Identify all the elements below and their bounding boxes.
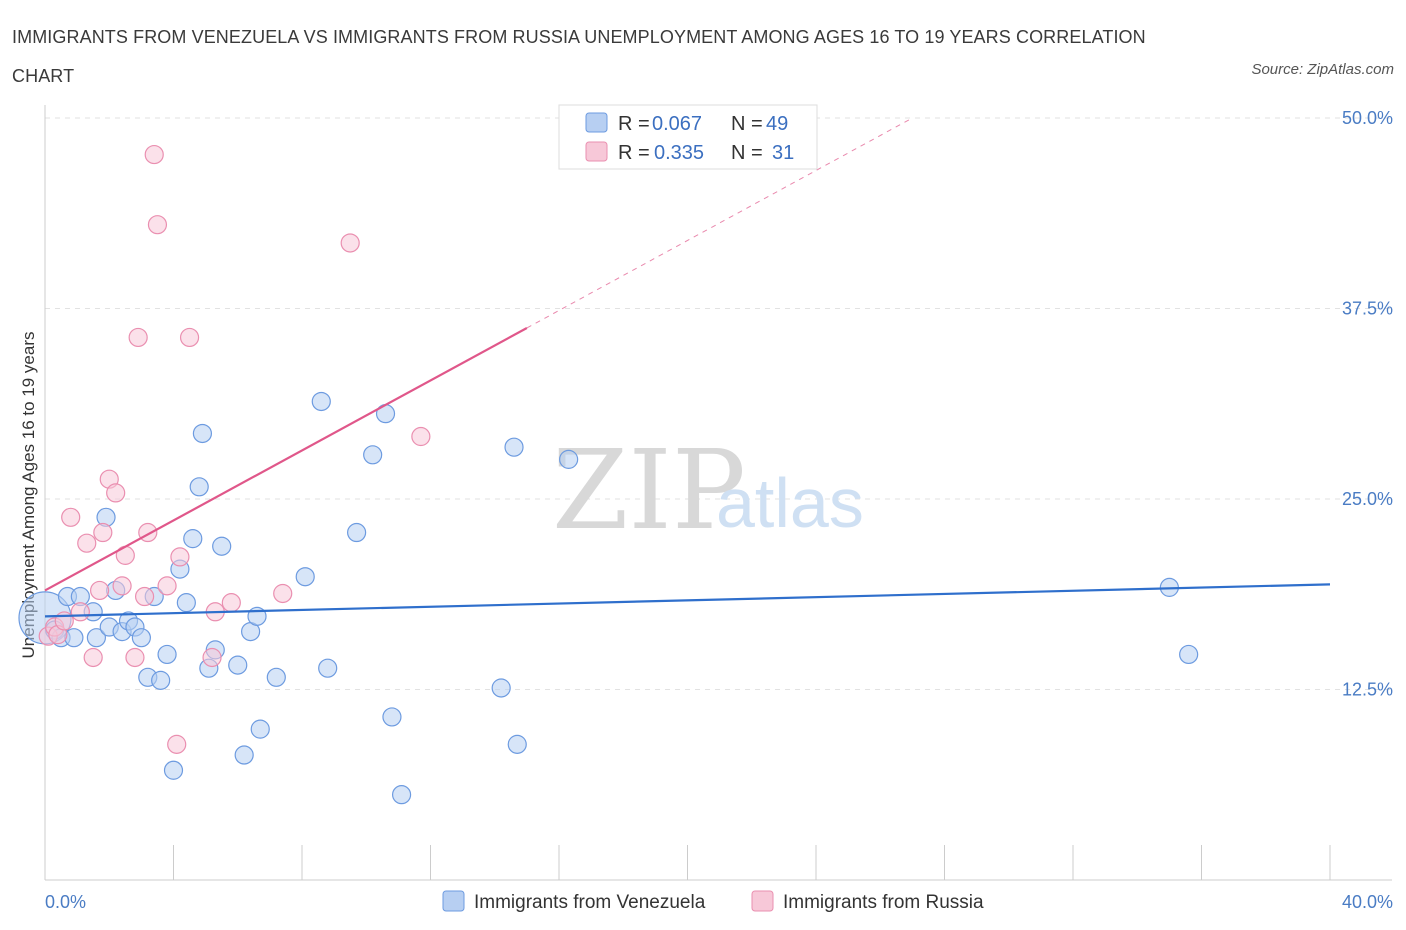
point-venezuela-41 — [391, 785, 412, 805]
point-russia-15 — [128, 327, 148, 348]
point-venezuela-4 — [64, 628, 84, 648]
point-russia-6 — [77, 533, 97, 553]
point-venezuela-47 — [1179, 644, 1199, 665]
point-venezuela-23 — [189, 477, 209, 497]
series-legend-label-russia: Immigrants from Russia — [783, 892, 984, 913]
point-russia-11 — [106, 483, 126, 503]
point-venezuela-43 — [504, 437, 524, 457]
stats-legend: R = 0.067 N = 49 R = 0.335 N = 31 — [558, 104, 818, 170]
legend-n-label-venezuela: N = — [731, 113, 763, 135]
grid-lines — [45, 117, 1392, 690]
trend-line-extension-russia — [526, 117, 913, 329]
chart-source: Source: ZipAtlas.com — [1251, 61, 1394, 78]
point-russia-19 — [147, 215, 168, 235]
point-venezuela-45 — [559, 449, 579, 469]
y-tick-label-0: 12.5% — [1342, 680, 1393, 700]
point-venezuela-33 — [266, 667, 286, 687]
legend-n-label-russia: N = — [731, 142, 763, 164]
y-tick-label-2: 37.5% — [1342, 299, 1393, 319]
point-venezuela-28 — [228, 655, 248, 675]
series-legend: Immigrants from Venezuela Immigrants fro… — [442, 890, 984, 913]
series-legend-swatch-russia — [751, 890, 774, 912]
y-tick-label-3: 50.0% — [1342, 108, 1393, 128]
point-russia-23 — [179, 327, 200, 348]
x-tick-label-max: 40.0% — [1342, 892, 1393, 912]
legend-n-value-venezuela: 49 — [766, 113, 788, 135]
trend-lines — [44, 117, 1331, 618]
point-russia-29 — [411, 426, 431, 447]
point-russia-20 — [157, 576, 177, 596]
trend-line-venezuela — [44, 583, 1331, 618]
point-russia-4 — [61, 507, 81, 527]
x-tick-label-min: 0.0% — [45, 892, 86, 912]
legend-r-value-russia: 0.335 — [654, 142, 704, 164]
series-legend-label-venezuela: Immigrants from Venezuela — [474, 892, 706, 913]
legend-n-value-russia: 31 — [772, 142, 794, 164]
legend-r-label-venezuela: R = — [618, 113, 650, 135]
point-russia-22 — [170, 547, 190, 567]
point-russia-7 — [83, 647, 103, 668]
axes — [44, 105, 1392, 881]
y-tick-label-1: 25.0% — [1342, 489, 1393, 509]
point-russia-28 — [340, 233, 360, 253]
watermark-atlas: atlas — [716, 464, 864, 542]
legend-swatch-venezuela — [585, 112, 608, 133]
point-venezuela-37 — [347, 522, 367, 543]
point-russia-5 — [70, 602, 90, 622]
point-venezuela-29 — [234, 745, 254, 765]
series-legend-swatch-venezuela — [442, 890, 465, 912]
point-venezuela-18 — [157, 644, 177, 665]
point-venezuela-22 — [183, 529, 203, 549]
point-venezuela-17 — [151, 670, 171, 690]
watermark-zip: ZIP — [552, 426, 746, 554]
point-russia-24 — [202, 647, 222, 668]
point-venezuela-34 — [295, 567, 315, 587]
legend-r-label-russia: R = — [618, 142, 650, 164]
point-russia-9 — [93, 522, 113, 543]
point-venezuela-38 — [363, 445, 383, 465]
point-venezuela-24 — [192, 423, 213, 444]
point-venezuela-7 — [86, 628, 107, 648]
point-russia-8 — [90, 580, 110, 601]
point-russia-14 — [125, 647, 145, 668]
point-venezuela-42 — [491, 678, 511, 698]
legend-swatch-russia — [585, 141, 608, 162]
point-venezuela-14 — [131, 628, 151, 648]
point-russia-16 — [134, 586, 155, 607]
point-russia-26 — [221, 593, 241, 613]
point-venezuela-32 — [250, 719, 270, 739]
trend-line-russia — [44, 327, 528, 592]
y-axis-label: Unemployment Among Ages 16 to 19 years — [19, 332, 38, 659]
y-tick-labels: 12.5% 25.0% 37.5% 50.0% — [1342, 108, 1393, 700]
point-russia-21 — [167, 734, 187, 754]
point-venezuela-21 — [176, 593, 196, 613]
point-russia-18 — [144, 144, 164, 165]
point-venezuela-36 — [318, 658, 338, 678]
point-venezuela-27 — [212, 536, 232, 556]
watermark: ZIP atlas — [552, 426, 864, 554]
point-venezuela-35 — [311, 391, 331, 412]
chart-title: IMMIGRANTS FROM VENEZUELA VS IMMIGRANTS … — [12, 27, 1146, 86]
point-venezuela-40 — [382, 707, 402, 727]
point-russia-12 — [112, 576, 132, 596]
point-venezuela-19 — [163, 760, 184, 780]
point-venezuela-44 — [507, 734, 527, 754]
legend-r-value-venezuela: 0.067 — [652, 113, 702, 135]
point-russia-27 — [273, 583, 293, 604]
